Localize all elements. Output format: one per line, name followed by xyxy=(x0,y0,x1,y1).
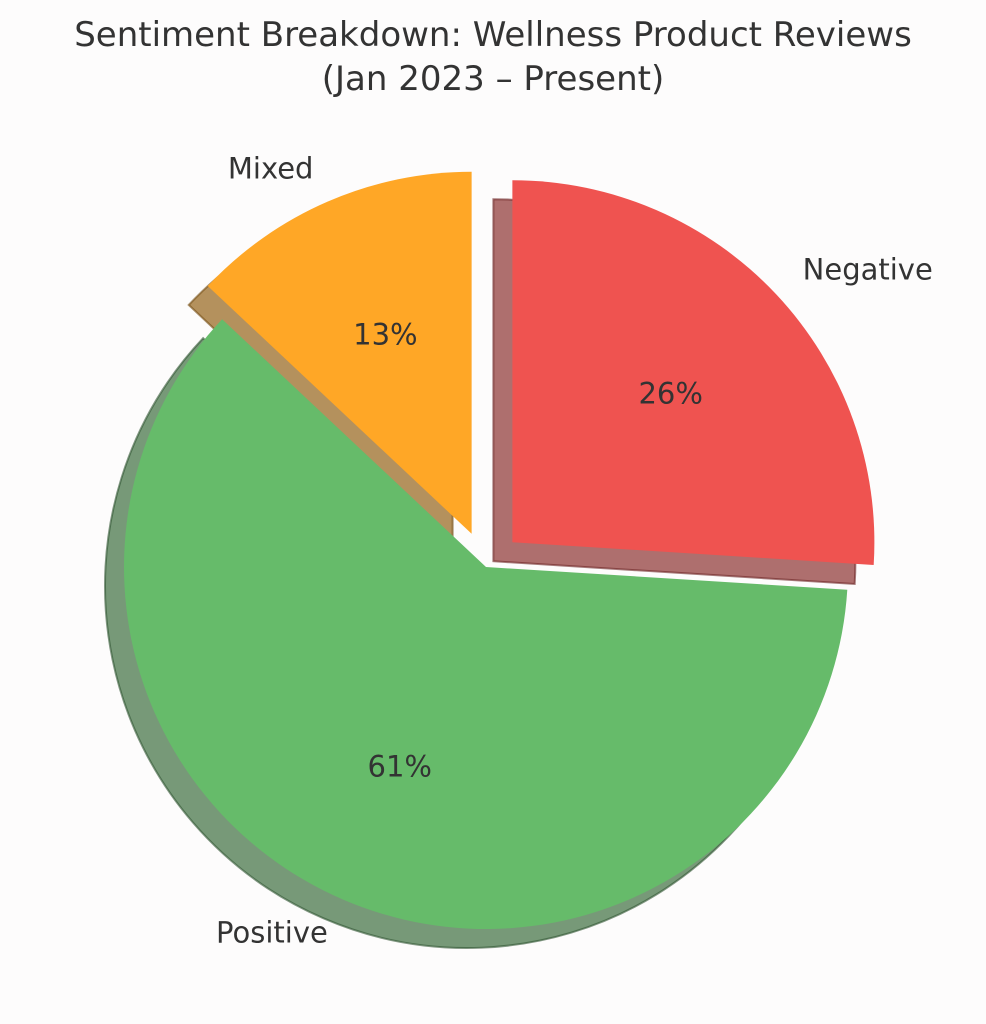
slice-label-negative: Negative xyxy=(803,253,933,287)
pct-label-mixed: 13% xyxy=(353,317,417,351)
chart-title-line-2: (Jan 2023 – Present) xyxy=(322,59,664,99)
pct-label-negative: 26% xyxy=(638,377,702,411)
chart-title: Sentiment Breakdown: Wellness Product Re… xyxy=(74,15,912,99)
slice-label-mixed: Mixed xyxy=(228,151,314,185)
pie-slices xyxy=(124,171,875,929)
slice-label-positive: Positive xyxy=(216,915,328,949)
pie-slice-mixed[interactable] xyxy=(207,171,472,534)
pct-label-positive: 61% xyxy=(368,749,432,783)
chart-title-line-1: Sentiment Breakdown: Wellness Product Re… xyxy=(74,15,912,55)
pie-slice-negative[interactable] xyxy=(512,180,875,565)
pie-labels: 26% Negative 61% Positive 13% Mixed xyxy=(216,151,933,949)
pie-slice-positive[interactable] xyxy=(124,319,848,929)
